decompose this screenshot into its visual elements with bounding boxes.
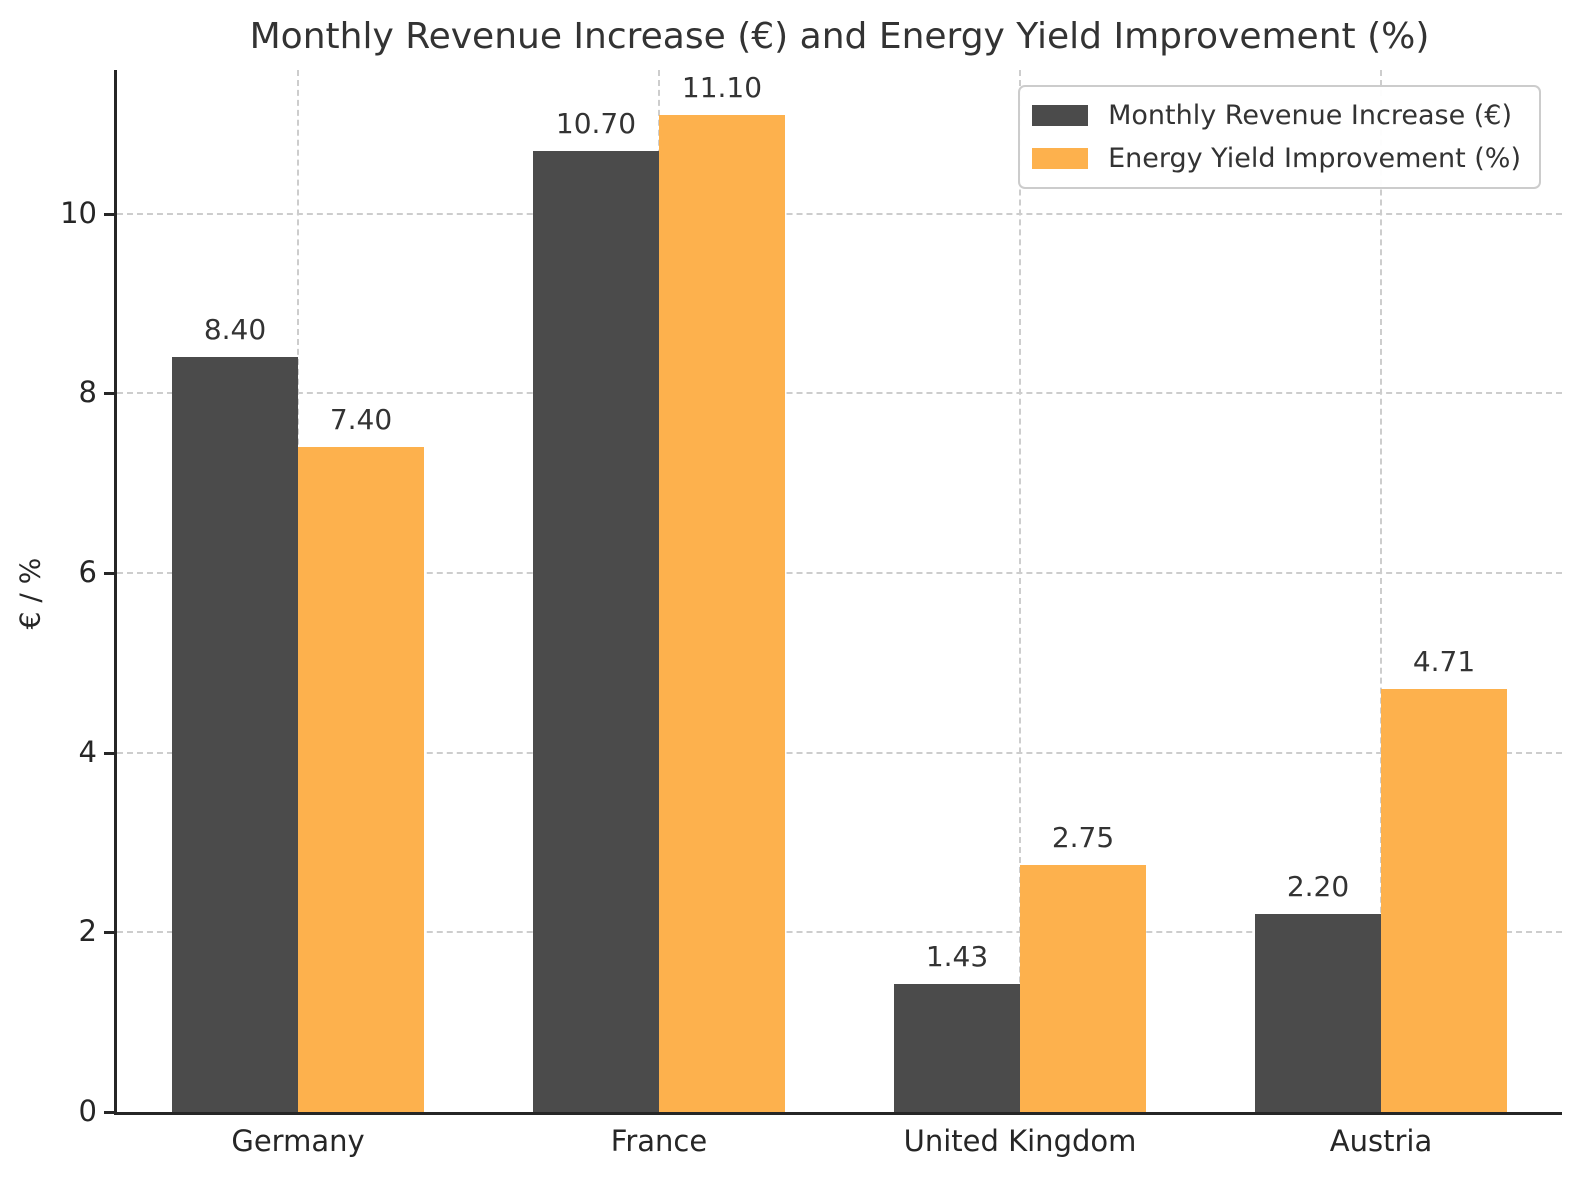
bar-united-kingdom-series2	[1020, 865, 1146, 1112]
y-tick-label: 10	[60, 195, 97, 230]
chart-title: Monthly Revenue Increase (€) and Energy …	[249, 16, 1430, 57]
bar-value-label: 2.20	[1286, 870, 1350, 903]
legend-item-series2: Energy Yield Improvement (%)	[1032, 143, 1521, 174]
bar-united-kingdom-series1	[894, 984, 1020, 1112]
bar-germany-series1	[172, 357, 298, 1112]
x-axis-spine	[114, 1112, 1562, 1115]
bar-germany-series2	[298, 447, 424, 1112]
bar-value-label: 1.43	[925, 940, 989, 973]
legend: Monthly Revenue Increase (€) Energy Yield…	[1018, 85, 1541, 189]
legend-label: Monthly Revenue Increase (€)	[1108, 100, 1513, 131]
y-axis-spine	[114, 70, 117, 1115]
bar-value-label: 7.40	[329, 403, 393, 436]
y-tick-label: 4	[78, 734, 97, 769]
gridline-h	[117, 931, 1562, 934]
y-tick-label: 0	[78, 1094, 97, 1128]
gridline-h	[117, 572, 1562, 575]
y-tick-label: 8	[78, 375, 97, 410]
gridline-h	[117, 212, 1562, 215]
gridline-h	[117, 751, 1562, 754]
y-tick-mark	[104, 392, 114, 396]
bar-austria-series2	[1381, 689, 1507, 1112]
bar-value-label: 10.70	[555, 107, 637, 140]
bar-france-series2	[659, 115, 785, 1112]
y-tick-mark	[104, 751, 114, 755]
legend-item-series1: Monthly Revenue Increase (€)	[1032, 100, 1521, 131]
bar-value-label: 11.10	[681, 71, 763, 104]
gridline-h	[117, 392, 1562, 395]
bar-value-label: 8.40	[203, 313, 267, 346]
bar-value-label: 4.71	[1412, 645, 1476, 678]
legend-swatch-icon	[1032, 105, 1089, 126]
gridline-v	[1019, 70, 1022, 1112]
y-tick-mark	[104, 212, 114, 216]
gridline-v	[1380, 70, 1383, 1112]
x-tick-label: Germany	[231, 1124, 365, 1158]
legend-swatch-icon	[1032, 148, 1089, 169]
y-tick-mark	[104, 931, 114, 935]
bar-value-label: 2.75	[1051, 821, 1115, 854]
y-tick-label: 2	[78, 914, 97, 949]
y-tick-mark	[104, 1111, 114, 1114]
x-tick-label: United Kingdom	[903, 1124, 1137, 1158]
bar-france-series1	[533, 151, 659, 1112]
x-tick-label: France	[610, 1124, 708, 1158]
bar-austria-series1	[1255, 914, 1381, 1112]
x-tick-label: Austria	[1329, 1124, 1433, 1158]
legend-label: Energy Yield Improvement (%)	[1108, 143, 1521, 174]
y-tick-mark	[104, 572, 114, 576]
y-tick-label: 6	[78, 555, 97, 590]
